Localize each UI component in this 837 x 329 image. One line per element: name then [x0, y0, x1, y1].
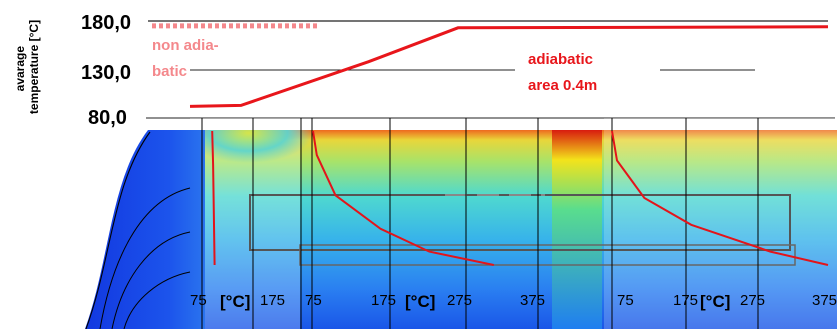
- y-tick-130: 130,0: [81, 62, 131, 84]
- panel-2-tick-275: 275: [447, 292, 472, 309]
- panel-2-tick-375: 375: [520, 292, 545, 309]
- temperature-line-chart: avarage temperature [°C] 180,0 130,0 80,…: [13, 12, 835, 129]
- panel-1-unit: [°C]: [220, 292, 250, 311]
- panel-1-tick-75: 75: [190, 292, 207, 309]
- field-pale-overlay-right: [604, 118, 837, 329]
- panel-3-unit: [°C]: [700, 292, 730, 311]
- panel-2: [311, 118, 539, 329]
- panel-3-tick-275: 275: [740, 292, 765, 309]
- panel-3-tick-75: 75: [617, 292, 634, 309]
- annotation-adiabatic-line-2: area 0.4m: [528, 77, 597, 94]
- annotation-non-adiabatic: non adia- batic: [152, 37, 223, 80]
- series-layer: [152, 23, 829, 108]
- y-tick-180: 180,0: [81, 12, 131, 34]
- y-axis-label-line-1: avarage: [13, 46, 27, 92]
- panel-2-unit: [°C]: [405, 292, 435, 311]
- annotation-non-adiabatic-line-2: batic: [152, 63, 187, 80]
- field-contour-2: [99, 187, 191, 329]
- panel-2-temperature-profile: [312, 130, 495, 266]
- field-left-body: [85, 130, 205, 329]
- annotation-adiabatic-line-1: adiabatic: [528, 51, 593, 68]
- panel-3: [611, 118, 759, 329]
- annotation-adiabatic: adiabatic area 0.4m: [528, 51, 597, 94]
- panel-3-tick-175: 175: [673, 292, 698, 309]
- field-contour-4: [123, 271, 191, 329]
- y-axis-label-line-2: temperature [°C]: [27, 20, 41, 114]
- temperature-field-image: 75 [°C] 175 75 175 [°C] 275 375 75 175 […: [85, 118, 837, 329]
- y-axis-label: avarage temperature [°C]: [13, 20, 41, 114]
- panel-2-tick-175: 175: [371, 292, 396, 309]
- field-hot-strip: [552, 130, 602, 329]
- field-contour-3: [111, 231, 191, 329]
- panel-3-temperature-profile: [611, 130, 829, 266]
- y-tick-80: 80,0: [88, 107, 127, 129]
- panel-1-temperature-profile: [211, 130, 216, 266]
- panel-3-tick-375: 375: [812, 292, 837, 309]
- field-contour-1: [85, 131, 151, 329]
- panel-1-tick-175: 175: [260, 292, 285, 309]
- panel-1: [201, 118, 302, 329]
- series-line-adiabatic: [189, 25, 829, 108]
- panel-1-tick-75b: 75: [305, 292, 322, 309]
- insulation-outline-2: [299, 244, 796, 266]
- annotation-non-adiabatic-line-1: non adia-: [152, 37, 219, 54]
- profile-layer: [211, 130, 829, 266]
